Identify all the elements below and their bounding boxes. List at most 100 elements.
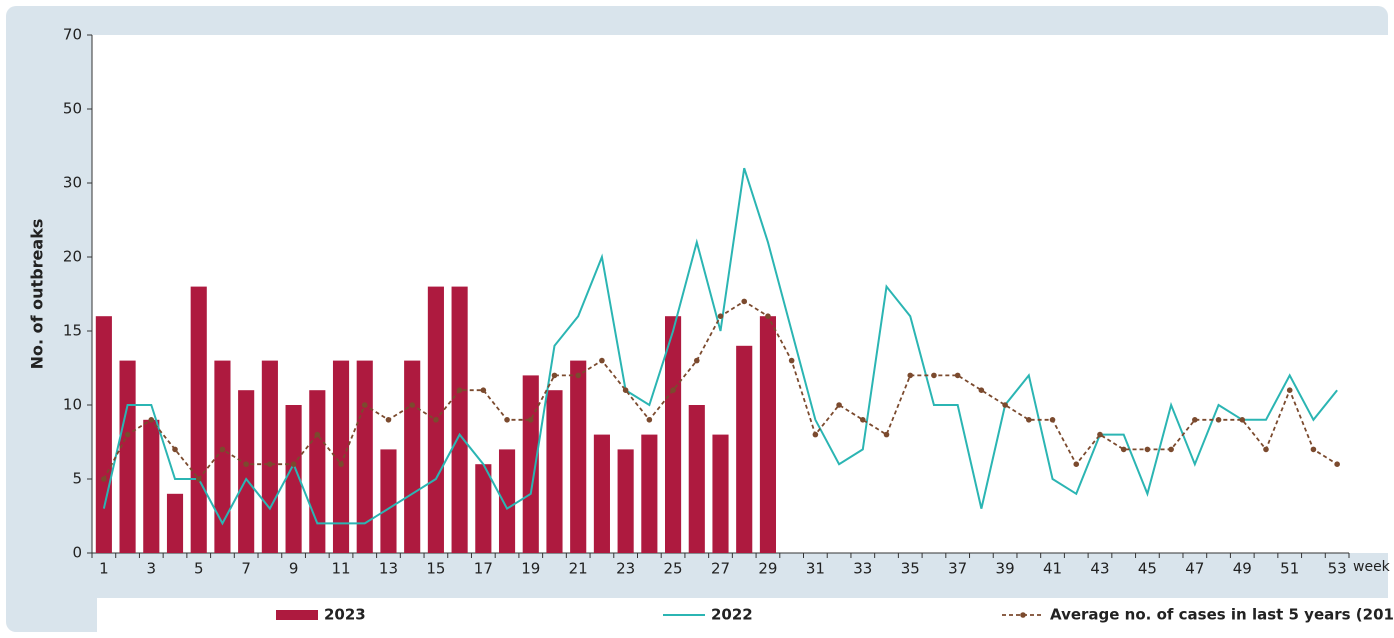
point xyxy=(290,461,297,468)
point xyxy=(693,357,700,364)
point xyxy=(1002,402,1008,408)
bar xyxy=(593,434,610,553)
point xyxy=(575,372,581,379)
bar xyxy=(451,286,468,553)
x-tick-label: 17 xyxy=(474,560,493,578)
point xyxy=(646,417,653,423)
point xyxy=(1026,417,1032,423)
point xyxy=(148,417,155,423)
point xyxy=(267,461,273,468)
x-tick-label: 7 xyxy=(241,560,251,578)
legend-swatch-dot xyxy=(1020,612,1026,618)
point xyxy=(978,387,985,394)
bar xyxy=(214,360,231,553)
bar xyxy=(143,419,160,553)
x-tick-label: 47 xyxy=(1185,560,1204,578)
bar xyxy=(332,360,350,553)
bar xyxy=(285,405,302,553)
point xyxy=(622,387,629,394)
x-tick-label: 31 xyxy=(806,560,825,578)
point xyxy=(124,431,131,438)
y-tick-label: 50 xyxy=(63,100,82,118)
bar xyxy=(166,493,184,553)
bar xyxy=(261,360,278,553)
x-tick-label: 15 xyxy=(426,560,445,578)
x-tick-label: 29 xyxy=(758,560,777,578)
x-tick-label: 43 xyxy=(1090,560,1109,578)
x-tick-label: 1 xyxy=(99,560,109,578)
point xyxy=(883,431,890,438)
point xyxy=(1334,461,1340,468)
point xyxy=(527,417,534,423)
x-tick-label: 13 xyxy=(379,560,398,578)
point xyxy=(409,402,415,408)
point xyxy=(812,431,819,438)
point xyxy=(1168,446,1174,453)
x-tick-label: 25 xyxy=(664,560,683,578)
point xyxy=(1073,461,1080,468)
y-tick-label: 10 xyxy=(63,396,82,414)
legend-swatch xyxy=(276,610,318,620)
bar xyxy=(617,449,634,553)
bar xyxy=(498,449,516,553)
point xyxy=(243,461,249,468)
bar xyxy=(95,316,112,553)
x-axis-label: week xyxy=(1353,559,1391,575)
bar xyxy=(641,434,658,553)
point xyxy=(172,446,178,453)
x-tick-label: 3 xyxy=(147,560,157,578)
point xyxy=(433,417,439,423)
point xyxy=(219,446,226,453)
point xyxy=(361,402,368,408)
point xyxy=(836,402,842,408)
x-tick-label: 27 xyxy=(711,560,730,578)
x-tick-label: 53 xyxy=(1328,560,1347,578)
bar xyxy=(309,390,326,553)
point xyxy=(551,372,558,379)
point xyxy=(1192,417,1198,423)
bar xyxy=(759,316,776,553)
x-tick-label: 37 xyxy=(948,560,967,578)
point xyxy=(1049,417,1056,423)
point xyxy=(480,387,487,394)
legend-label: 2023 xyxy=(324,606,366,624)
bar xyxy=(356,360,373,553)
point xyxy=(1215,417,1222,423)
point xyxy=(1263,446,1269,453)
y-tick-label: 5 xyxy=(72,470,82,488)
legend-label: Average no. of cases in last 5 years (20… xyxy=(1050,606,1394,624)
point xyxy=(338,461,344,468)
bar xyxy=(736,345,753,553)
x-tick-label: 23 xyxy=(616,560,635,578)
bar xyxy=(380,449,397,553)
x-tick-label: 51 xyxy=(1280,560,1299,578)
x-tick-label: 35 xyxy=(901,560,920,578)
x-tick-label: 5 xyxy=(194,560,204,578)
point xyxy=(504,417,510,423)
legend-label: 2022 xyxy=(711,606,753,624)
point xyxy=(765,313,771,320)
point xyxy=(599,357,605,364)
point xyxy=(670,387,676,394)
x-tick-label: 9 xyxy=(289,560,299,578)
point xyxy=(314,431,321,438)
point xyxy=(101,476,107,482)
y-tick-label: 30 xyxy=(63,174,82,192)
point xyxy=(1239,417,1246,423)
x-tick-label: 49 xyxy=(1233,560,1252,578)
series-line xyxy=(102,167,1338,526)
point xyxy=(1286,387,1293,394)
point xyxy=(1120,446,1127,453)
bar xyxy=(665,316,682,553)
point xyxy=(385,417,392,423)
y-tick-label: 20 xyxy=(63,248,82,266)
x-tick-label: 45 xyxy=(1138,560,1157,578)
x-tick-label: 19 xyxy=(521,560,540,578)
bar xyxy=(570,360,587,553)
bar xyxy=(119,360,136,553)
bar xyxy=(404,360,421,553)
x-tick-label: 11 xyxy=(331,560,350,578)
bar xyxy=(546,390,563,553)
point xyxy=(1310,446,1317,453)
